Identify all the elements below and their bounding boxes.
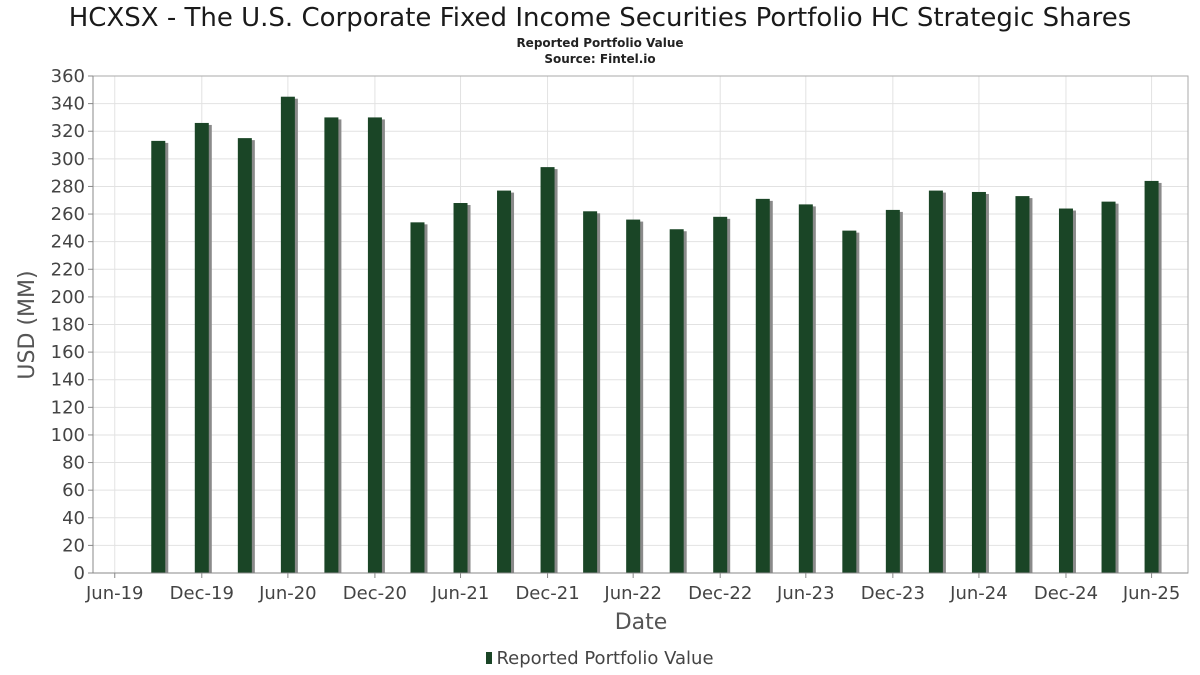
- y-tick-label: 100: [51, 425, 85, 446]
- legend-label: Reported Portfolio Value: [496, 648, 714, 669]
- bar: [324, 117, 339, 574]
- y-tick-label: 120: [51, 397, 85, 418]
- y-tick-label: 80: [62, 453, 85, 474]
- x-tick-label: Jun-20: [258, 583, 317, 604]
- bar: [713, 216, 728, 574]
- y-tick-label: 320: [51, 121, 85, 142]
- legend-swatch: [486, 652, 493, 664]
- bar: [453, 203, 468, 573]
- y-tick-label: 240: [51, 232, 85, 253]
- y-tick-label: 20: [62, 535, 85, 556]
- y-tick-label: 260: [51, 204, 85, 225]
- bar: [928, 190, 943, 573]
- bar: [755, 198, 770, 573]
- x-tick-label: Dec-19: [170, 583, 234, 604]
- x-tick-label: Jun-19: [85, 583, 144, 604]
- y-tick-label: 60: [62, 480, 85, 501]
- bars: [151, 96, 1162, 574]
- x-tick-label: Dec-23: [861, 583, 925, 604]
- bar: [842, 230, 857, 573]
- bar: [798, 204, 813, 573]
- bar: [540, 167, 555, 573]
- bar: [885, 209, 900, 574]
- bar: [410, 222, 425, 574]
- bar: [971, 191, 986, 573]
- x-tick-label: Jun-22: [603, 583, 662, 604]
- x-tick-label: Jun-24: [949, 583, 1008, 604]
- bar: [151, 140, 166, 573]
- y-tick-label: 340: [51, 94, 85, 115]
- bar: [583, 211, 598, 574]
- y-tick-label: 360: [51, 66, 85, 87]
- chart-title: HCXSX - The U.S. Corporate Fixed Income …: [68, 3, 1132, 33]
- x-tick-label: Jun-23: [776, 583, 835, 604]
- bar: [237, 138, 252, 573]
- x-axis-ticks: Jun-19 Dec-19 Jun-20 Dec-20 Jun-21 Dec-21 Jun-…: [85, 573, 1180, 604]
- x-tick-label: Jun-25: [1122, 583, 1181, 604]
- bar: [669, 229, 684, 573]
- bar: [626, 219, 641, 574]
- bar: [1015, 196, 1030, 573]
- bar: [367, 117, 382, 574]
- x-tick-label: Jun-21: [431, 583, 490, 604]
- y-axis-ticks: 0 20 40 60 80 100 120 140 160 180 200 220 240 260 280 3…: [51, 66, 93, 584]
- y-tick-label: 140: [51, 370, 85, 391]
- bar: [497, 190, 512, 573]
- x-tick-label: Dec-20: [343, 583, 407, 604]
- x-axis-label: Date: [615, 610, 668, 635]
- x-tick-label: Dec-21: [515, 583, 579, 604]
- bar: [194, 122, 209, 573]
- bar: [1144, 180, 1159, 573]
- legend: Reported Portfolio Value: [0, 648, 1200, 669]
- chart-subtitle: Reported Portfolio Value: [516, 36, 684, 50]
- y-axis-label: USD (MM): [15, 270, 40, 379]
- y-tick-label: 280: [51, 176, 85, 197]
- bar: [280, 96, 295, 573]
- x-tick-label: Dec-24: [1034, 583, 1098, 604]
- y-tick-label: 160: [51, 342, 85, 363]
- y-tick-label: 40: [62, 508, 85, 529]
- x-tick-label: Dec-22: [688, 583, 752, 604]
- bar: [1058, 208, 1073, 574]
- y-tick-label: 0: [74, 563, 85, 584]
- y-tick-label: 180: [51, 315, 85, 336]
- bar: [1101, 201, 1116, 573]
- y-tick-label: 200: [51, 287, 85, 308]
- y-tick-label: 220: [51, 259, 85, 280]
- y-tick-label: 300: [51, 149, 85, 170]
- chart-source: Source: Fintel.io: [544, 52, 656, 66]
